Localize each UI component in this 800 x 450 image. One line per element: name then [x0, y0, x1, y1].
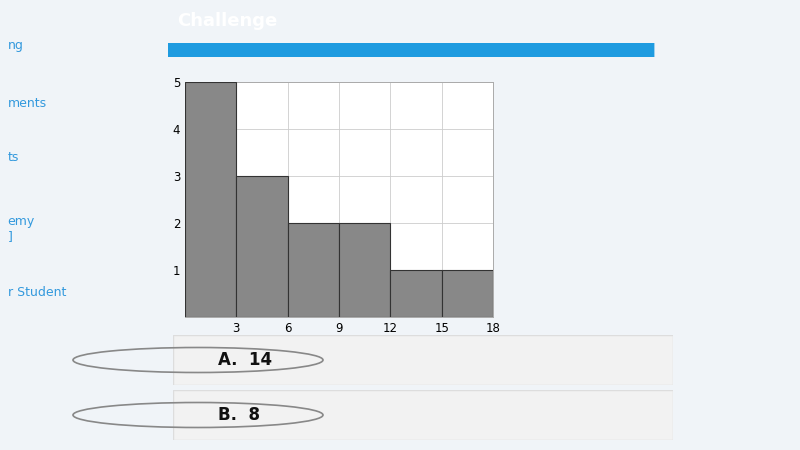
Bar	[185, 82, 236, 317]
FancyBboxPatch shape	[136, 42, 654, 58]
Text: Challenge: Challenge	[178, 12, 278, 30]
Text: ts: ts	[8, 151, 19, 164]
Bar	[442, 270, 493, 317]
Text: r Student: r Student	[8, 286, 66, 299]
FancyBboxPatch shape	[173, 335, 673, 385]
Text: ments: ments	[8, 97, 47, 110]
Bar	[339, 223, 390, 317]
Text: emy
]: emy ]	[8, 216, 35, 243]
Text: A.  14: A. 14	[218, 351, 272, 369]
Bar	[236, 176, 288, 317]
FancyBboxPatch shape	[173, 390, 673, 440]
Text: ng: ng	[8, 39, 24, 51]
Text: B.  8: B. 8	[218, 406, 260, 424]
Bar	[390, 270, 442, 317]
Bar	[288, 223, 339, 317]
